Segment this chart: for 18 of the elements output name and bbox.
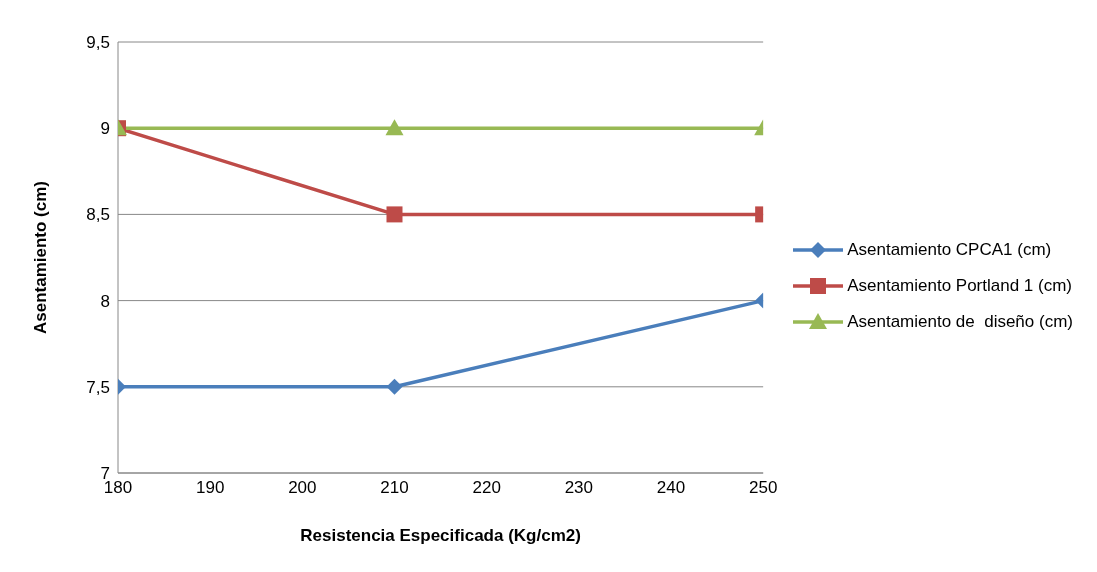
x-tick-label: 180 <box>103 478 133 498</box>
y-tick-label: 9 <box>100 119 110 139</box>
y-tick-label: 8 <box>100 291 110 311</box>
x-tick-label: 230 <box>564 478 594 498</box>
x-axis-title: Resistencia Especificada (Kg/cm2) <box>300 526 581 545</box>
y-tick-label: 9,5 <box>86 33 110 53</box>
x-tick-label: 250 <box>748 478 778 498</box>
legend-label: Asentamiento de diseño (cm) <box>847 311 1073 332</box>
y-tick-label: 7,5 <box>86 377 110 397</box>
x-tick-label: 190 <box>195 478 225 498</box>
legend-label: Asentamiento Portland 1 (cm) <box>847 275 1073 296</box>
y-tick-label: 8,5 <box>86 205 110 225</box>
y-axis-title: Asentamiento (cm) <box>31 180 51 335</box>
x-tick-label: 220 <box>472 478 501 498</box>
x-tick-label: 200 <box>288 478 317 498</box>
x-tick-label: 210 <box>380 478 409 498</box>
legend-label: Asentamiento CPCA1 (cm) <box>847 239 1052 260</box>
x-tick-label: 240 <box>656 478 686 498</box>
